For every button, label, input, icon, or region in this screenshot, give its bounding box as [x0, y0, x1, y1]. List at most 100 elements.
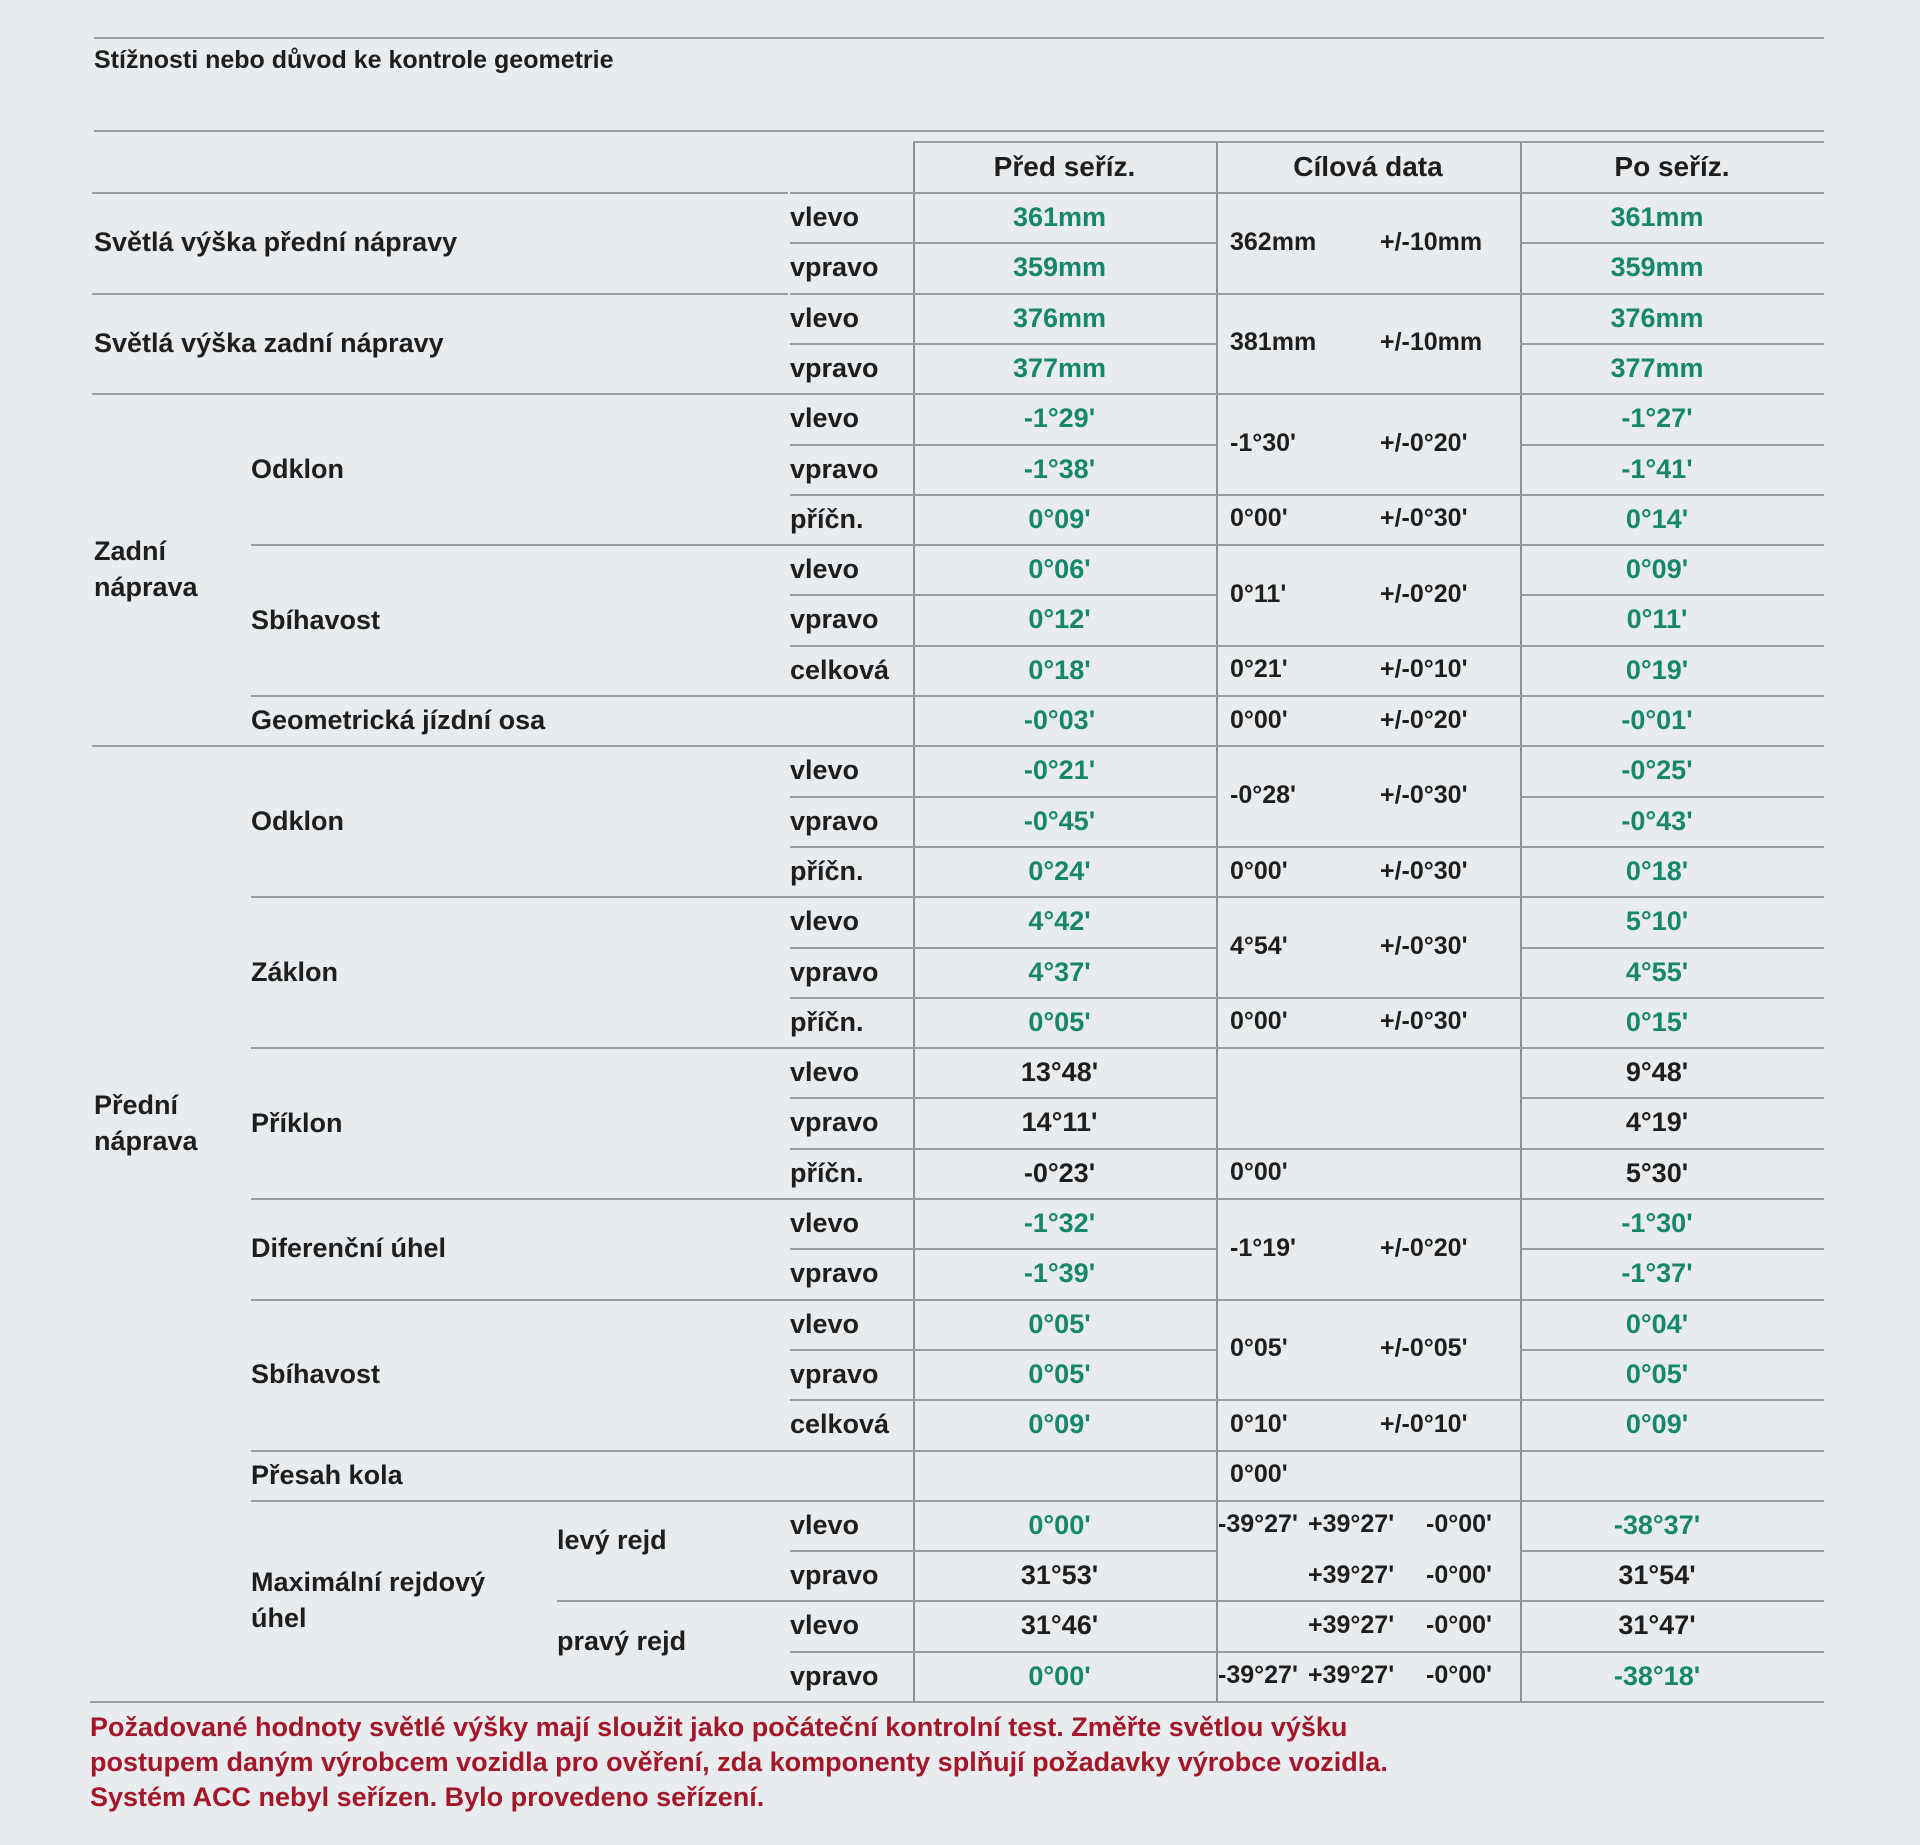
side-label	[790, 1450, 913, 1500]
side-label: vpravo	[790, 1660, 879, 1691]
row-divider	[790, 1248, 1216, 1251]
divider	[94, 130, 1824, 132]
row-divider	[1216, 493, 1520, 496]
row-divider	[790, 342, 1216, 345]
target-tolerance: -0°00'	[1426, 1510, 1492, 1539]
before-value: 0°00'	[1028, 1509, 1091, 1540]
side-label: vlevo	[790, 403, 860, 434]
side-label: vpravo	[790, 805, 879, 836]
target-nominal: 0°00'	[1230, 1460, 1288, 1489]
group-label: Světlá výška zadní nápravy	[94, 327, 444, 358]
target-nominal: -0°28'	[1230, 781, 1296, 810]
side-label: celková	[790, 1409, 890, 1440]
target-nominal: 0°00'	[1230, 1007, 1288, 1036]
target-value: +39°27' -0°00'	[1218, 1550, 1518, 1600]
side-label: příčn.	[790, 1006, 864, 1037]
row-divider	[1216, 1047, 1520, 1050]
group-divider	[251, 544, 790, 547]
after-value: -1°41'	[1621, 453, 1693, 484]
row-divider	[1520, 1248, 1824, 1251]
after-value: -1°30'	[1621, 1208, 1693, 1238]
row-divider	[790, 1198, 1216, 1200]
row-divider	[1216, 292, 1520, 295]
row-divider	[790, 1147, 1216, 1150]
row-divider	[1520, 342, 1824, 345]
before-value: 0°06'	[1028, 554, 1091, 585]
row-divider	[1520, 695, 1824, 697]
row-divider	[1216, 1298, 1520, 1301]
target-nominal: 0°21'	[1230, 655, 1288, 684]
after-value: -1°37'	[1621, 1258, 1693, 1289]
group-divider	[251, 1449, 790, 1452]
row-divider	[1520, 443, 1824, 446]
target-tolerance: +/-0°30'	[1380, 1007, 1468, 1036]
target-tolerance: -0°00'	[1426, 1560, 1492, 1589]
row-divider	[1216, 192, 1520, 194]
side-label: vpravo	[790, 252, 879, 283]
target-nominal: 0°00'	[1230, 504, 1288, 533]
row-divider	[790, 946, 1216, 949]
group-divider	[92, 192, 788, 194]
complaint-label: Stížnosti nebo důvod ke kontrole geometr…	[94, 46, 614, 74]
before-value: 14°11'	[1021, 1107, 1098, 1138]
after-value: 4°55'	[1625, 956, 1689, 987]
before-value	[913, 1450, 1216, 1500]
row-divider	[790, 1047, 1216, 1050]
row-divider	[1520, 1399, 1824, 1402]
side-label: vlevo	[790, 1610, 860, 1641]
row-divider	[1216, 1449, 1520, 1452]
group-divider	[251, 1047, 790, 1050]
row-divider	[790, 393, 1216, 396]
after-value: 0°19'	[1625, 654, 1689, 685]
column-divider	[913, 141, 915, 1701]
group-divider	[251, 695, 790, 697]
steer-direction-label: levý rejd	[557, 1525, 667, 1556]
before-value: 0°09'	[1028, 503, 1091, 534]
row-divider	[1520, 996, 1824, 999]
before-value: -1°39'	[1023, 1258, 1096, 1289]
row-divider	[1520, 1097, 1824, 1100]
row-divider	[1520, 896, 1824, 899]
row-divider	[1216, 1147, 1520, 1150]
after-value: 5°30'	[1625, 1157, 1689, 1188]
parameter-label: Sbíhavost	[251, 1359, 381, 1390]
row-divider	[790, 1298, 1216, 1301]
after-value: 0°05'	[1625, 1358, 1689, 1389]
after-value: -0°01'	[1621, 705, 1693, 735]
group-divider	[251, 393, 790, 396]
target-nominal: 4°54'	[1230, 931, 1288, 960]
parameter-label: Geometrická jízdní osa	[251, 705, 546, 736]
row-divider	[1520, 292, 1824, 295]
row-divider	[1216, 544, 1520, 547]
before-value: 377mm	[1012, 352, 1107, 383]
after-value	[1520, 1450, 1824, 1500]
target-value	[1218, 1047, 1518, 1148]
after-value: 5°10'	[1625, 906, 1689, 937]
side-label: vpravo	[790, 453, 879, 484]
after-value: 0°09'	[1625, 1409, 1689, 1440]
after-value: 0°15'	[1625, 1006, 1689, 1037]
row-divider	[1520, 745, 1824, 748]
row-divider	[1520, 594, 1824, 597]
group-label: Zadní náprava	[94, 536, 198, 603]
row-divider	[1520, 795, 1824, 798]
target-nominal: 381mm	[1230, 328, 1317, 357]
steer-direction-label: pravý rejd	[557, 1625, 687, 1656]
row-divider	[1520, 1650, 1824, 1653]
target-value: 0°00' +/-0°30'	[1218, 494, 1518, 544]
side-label: vlevo	[790, 906, 860, 937]
group-label: Světlá výška přední nápravy	[94, 227, 458, 258]
row-divider	[790, 544, 1216, 547]
row-divider	[1520, 1449, 1824, 1452]
side-label: vlevo	[790, 1509, 860, 1540]
side-label: vpravo	[790, 1560, 879, 1591]
after-value: 0°11'	[1626, 604, 1688, 635]
before-value: 361mm	[1012, 202, 1107, 232]
row-divider	[790, 443, 1216, 446]
row-divider	[1216, 1198, 1520, 1200]
before-value: 0°05'	[1028, 1358, 1091, 1389]
parameter-label: Záklon	[251, 956, 339, 987]
before-value: 0°12'	[1028, 604, 1091, 635]
row-divider	[790, 1449, 1216, 1452]
before-value: 0°18'	[1028, 654, 1091, 685]
